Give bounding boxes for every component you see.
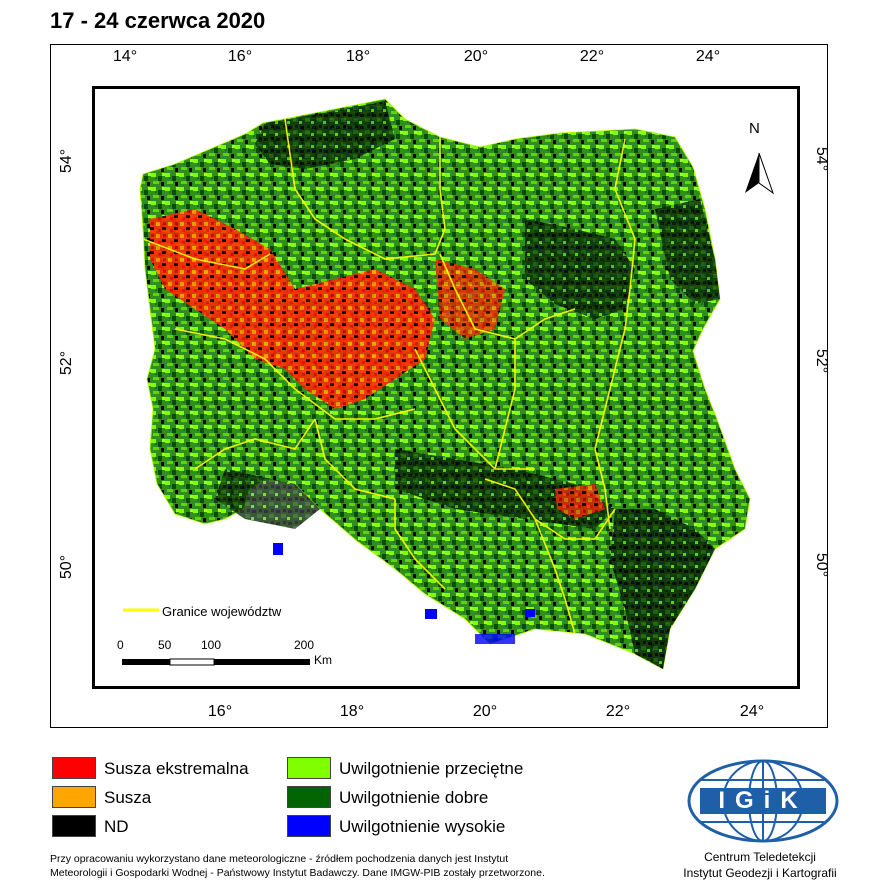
legend-swatch-good-moisture — [287, 786, 331, 808]
igik-logo-text: IGiK — [718, 787, 808, 814]
scale-unit-label: Km — [314, 653, 332, 667]
igik-caption-line: Centrum Teledetekcji — [704, 850, 816, 864]
top-lon-label: 20° — [463, 48, 489, 65]
top-lon-label: 16° — [227, 48, 253, 65]
legend-label: Uwilgotnienie przeciętne — [339, 759, 524, 778]
data-source-footnote: Przy opracowaniu wykorzystano dane meteo… — [50, 852, 650, 880]
right-lat-label-wrap: 50° — [806, 552, 836, 580]
scale-bar — [122, 658, 310, 666]
high-moisture-spot — [273, 543, 283, 555]
map-frame — [50, 44, 828, 728]
left-lat-label: 54° — [57, 148, 75, 174]
map-title: 17 - 24 czerwca 2020 — [50, 8, 266, 33]
footnote-line: Przy opracowaniu wykorzystano dane meteo… — [50, 853, 509, 865]
drought-region — [150, 209, 435, 409]
legend-swatch-drought — [52, 786, 96, 808]
top-lon-label: 22° — [579, 48, 605, 65]
bottom-lon-label: 24° — [739, 703, 765, 720]
legend-label: ND — [104, 817, 129, 836]
left-lat-label-wrap: 54° — [52, 148, 82, 176]
bottom-lon-label: 22° — [605, 703, 631, 720]
north-arrow-right-half — [758, 152, 774, 195]
right-lat-label: 50° — [812, 552, 830, 578]
legend-label: Susza — [104, 788, 152, 807]
map-area — [92, 86, 800, 689]
left-lat-label-wrap: 50° — [52, 554, 82, 582]
scale-tick-label: 200 — [294, 638, 315, 652]
left-lat-label: 50° — [57, 554, 75, 580]
dark-region — [215, 469, 320, 529]
igik-logo: IGiK — [686, 758, 840, 844]
left-lat-label: 52° — [57, 350, 75, 376]
scale-tick-label: 0 — [117, 638, 124, 652]
drought-region — [435, 259, 505, 339]
scale-tick-label: 50 — [158, 638, 172, 652]
poland-moisture-map — [122, 98, 774, 670]
igik-caption-line: Instytut Geodezji i Kartografii — [683, 866, 837, 880]
right-lat-label: 52° — [812, 348, 830, 374]
right-lat-label-wrap: 54° — [806, 146, 836, 174]
high-moisture-spot — [425, 609, 437, 619]
top-lon-label: 24° — [695, 48, 721, 65]
north-label: N — [749, 120, 760, 137]
high-moisture-spot — [475, 634, 515, 644]
boundary-legend-label: Granice województw — [162, 604, 282, 619]
legend-label: Uwilgotnienie wysokie — [339, 817, 506, 836]
legend-swatch-average-moisture — [287, 757, 331, 779]
left-lat-label-wrap: 52° — [52, 350, 82, 378]
right-lat-label-wrap: 52° — [806, 348, 836, 376]
bottom-lon-label: 18° — [339, 703, 365, 720]
legend-swatch-extreme-drought — [52, 757, 96, 779]
right-lat-label: 54° — [812, 146, 830, 172]
north-arrow — [745, 152, 774, 195]
top-lon-label: 14° — [112, 48, 138, 65]
legend-swatch-high-moisture — [287, 815, 331, 837]
drought-region — [555, 484, 605, 519]
voivodeship-boundaries — [142, 118, 636, 635]
dark-region — [610, 509, 715, 669]
bottom-lon-label: 16° — [207, 703, 233, 720]
top-lon-label: 18° — [345, 48, 371, 65]
dark-region — [525, 219, 635, 319]
footnote-line: Meteorologii i Gospodarki Wodnej - Państ… — [50, 867, 545, 879]
igik-caption: Centrum Teledetekcji Instytut Geodezji i… — [660, 849, 860, 881]
igik-globe-icon — [687, 759, 839, 843]
high-moisture-spot — [525, 609, 535, 617]
bottom-lon-label: 20° — [472, 703, 498, 720]
north-arrow-left-half — [745, 153, 759, 193]
dark-region — [655, 199, 720, 304]
scale-tick-label: 100 — [201, 638, 222, 652]
legend-label: Susza ekstremalna — [104, 759, 249, 778]
legend-label: Uwilgotnienie dobre — [339, 788, 489, 807]
legend-swatch-nd — [52, 815, 96, 837]
